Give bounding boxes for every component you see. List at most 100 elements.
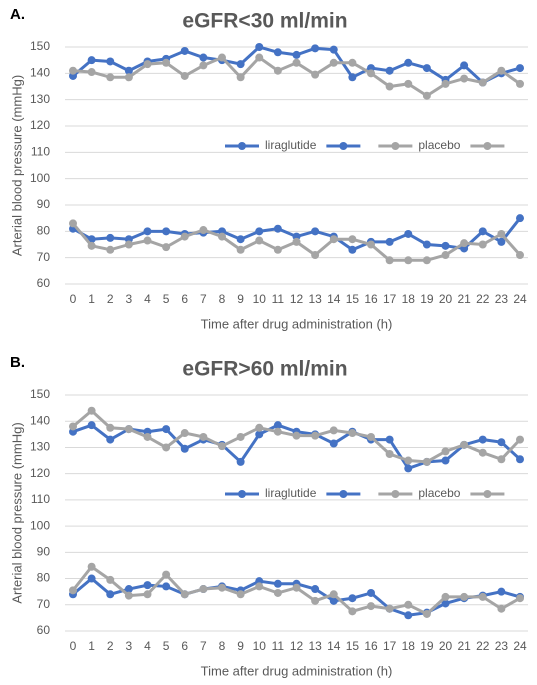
data-point: [460, 239, 469, 248]
x-tick-label: 12: [290, 639, 304, 653]
x-tick-label: 8: [219, 639, 226, 653]
data-point: [478, 592, 487, 601]
data-point: [329, 590, 338, 599]
data-point: [348, 594, 357, 603]
data-point: [106, 233, 115, 242]
x-tick-label: 16: [364, 639, 378, 653]
data-point: [497, 604, 506, 613]
data-point: [422, 457, 431, 466]
data-point: [236, 590, 245, 599]
data-point: [124, 425, 133, 434]
data-point: [273, 224, 282, 233]
data-point: [255, 582, 264, 591]
y-tick-label: 120: [30, 466, 50, 480]
x-tick-label: 11: [272, 639, 285, 653]
y-tick-label: 60: [37, 623, 51, 637]
y-tick-label: 70: [37, 250, 51, 264]
x-tick-label: 1: [88, 292, 95, 306]
data-point: [311, 227, 320, 236]
x-tick-label: 2: [107, 292, 114, 306]
y-tick-label: 70: [37, 597, 51, 611]
data-point: [124, 591, 133, 600]
y-tick-label: 90: [37, 197, 51, 211]
x-axis-title: Time after drug administration (h): [201, 663, 393, 678]
data-point: [199, 226, 208, 235]
data-point: [497, 455, 506, 464]
data-point: [180, 590, 189, 599]
y-axis-title: Arterial blood pressure (mmHg): [9, 75, 24, 256]
data-point: [311, 431, 320, 440]
data-point: [106, 575, 115, 584]
y-tick-label: 90: [37, 545, 51, 559]
data-point: [273, 427, 282, 436]
data-point: [106, 435, 115, 444]
data-point: [106, 57, 115, 66]
x-tick-label: 6: [181, 639, 188, 653]
panel-label: B.: [10, 354, 25, 371]
x-tick-label: 23: [495, 639, 509, 653]
x-tick-label: 19: [420, 292, 434, 306]
data-point: [385, 604, 394, 613]
x-tick-label: 0: [70, 639, 77, 653]
x-tick-label: 18: [402, 639, 416, 653]
data-point: [143, 590, 152, 599]
data-point: [199, 432, 208, 441]
data-point: [162, 227, 171, 236]
data-point: [497, 237, 506, 246]
data-point: [311, 585, 320, 594]
data-point: [236, 457, 245, 466]
data-point: [367, 240, 375, 249]
data-point: [478, 448, 487, 457]
data-point: [329, 596, 338, 605]
data-point: [404, 58, 413, 67]
data-point: [441, 592, 450, 601]
data-point: [441, 79, 450, 88]
data-point: [273, 421, 282, 430]
data-point: [441, 456, 450, 465]
legend-marker-dot: [238, 490, 246, 498]
data-point: [367, 602, 375, 611]
data-point: [218, 232, 226, 241]
data-point: [87, 68, 96, 77]
data-point: [106, 73, 115, 82]
data-point: [143, 227, 152, 236]
data-point: [385, 66, 394, 75]
data-point: [255, 236, 264, 245]
x-tick-label: 5: [163, 292, 170, 306]
data-point: [329, 58, 338, 67]
x-tick-label: 14: [327, 639, 341, 653]
data-point: [404, 79, 413, 88]
legend-marker-dot: [483, 490, 492, 498]
data-point: [124, 585, 133, 594]
x-tick-label: 4: [144, 639, 151, 653]
x-tick-label: 20: [439, 292, 453, 306]
y-tick-label: 100: [30, 518, 50, 532]
data-point: [180, 71, 189, 80]
data-point: [385, 450, 394, 458]
data-point: [143, 236, 152, 245]
data-point: [162, 582, 171, 591]
data-point: [367, 432, 375, 441]
x-tick-label: 11: [272, 292, 285, 306]
data-point: [329, 235, 338, 244]
chart-title: eGFR>60 ml/min: [182, 358, 347, 381]
x-tick-label: 18: [402, 292, 416, 306]
x-tick-label: 7: [200, 639, 207, 653]
data-point: [516, 79, 524, 88]
data-point: [367, 69, 375, 78]
x-axis-title: Time after drug administration (h): [201, 316, 393, 331]
x-tick-label: 17: [383, 292, 397, 306]
chart-title: eGFR<30 ml/min: [182, 10, 347, 33]
data-point: [311, 596, 320, 605]
data-point: [311, 44, 320, 53]
x-tick-label: 0: [70, 292, 77, 306]
data-point: [422, 240, 431, 249]
data-point: [422, 91, 431, 100]
data-point: [273, 66, 282, 75]
data-point: [292, 583, 301, 592]
data-point: [180, 46, 189, 55]
x-tick-label: 3: [126, 292, 133, 306]
legend-marker-dot: [339, 142, 348, 150]
data-point: [273, 48, 282, 57]
data-point: [162, 58, 171, 67]
